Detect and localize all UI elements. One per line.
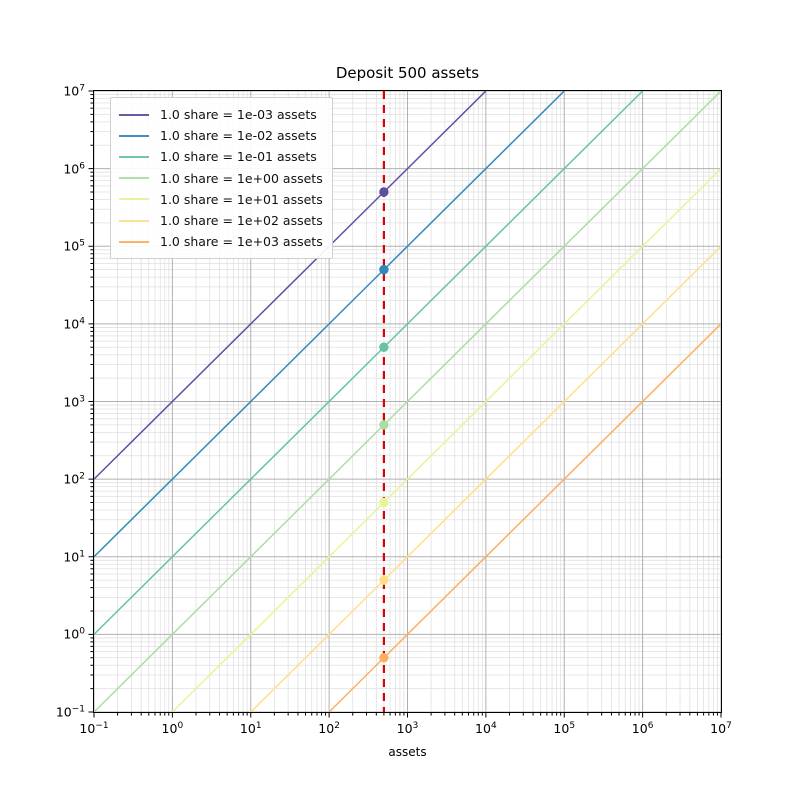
legend-label: 1.0 share = 1e+02 assets bbox=[160, 213, 323, 229]
chart-legend: 1.0 share = 1e-03 assets 1.0 share = 1e-0… bbox=[110, 97, 333, 260]
legend-color-swatch bbox=[119, 134, 149, 137]
legend-color-swatch bbox=[119, 155, 149, 158]
y-tick-label: 10−1 bbox=[55, 704, 85, 720]
series-marker bbox=[379, 420, 389, 430]
y-tick-label: 105 bbox=[63, 238, 85, 254]
x-tick-label: 100 bbox=[161, 720, 184, 736]
series-line bbox=[94, 91, 644, 635]
legend-item: 1.0 share = 1e+00 assets bbox=[119, 168, 323, 189]
series-marker bbox=[379, 187, 389, 197]
series-marker bbox=[379, 264, 389, 275]
x-tick-label: 107 bbox=[710, 720, 732, 736]
series-line bbox=[171, 168, 721, 712]
y-tick-label: 103 bbox=[63, 393, 85, 409]
y-tick-label: 107 bbox=[63, 83, 85, 99]
y-tick-label: 106 bbox=[63, 160, 85, 177]
legend-color-swatch bbox=[119, 198, 149, 201]
y-tick-label: 100 bbox=[63, 626, 85, 642]
series-line bbox=[250, 245, 721, 712]
legend-label: 1.0 share = 1e-02 assets bbox=[160, 128, 317, 144]
x-axis-label: assets bbox=[388, 745, 427, 759]
legend-color-swatch bbox=[119, 177, 149, 180]
legend-item: 1.0 share = 1e-03 assets bbox=[119, 104, 323, 125]
x-tick-label: 106 bbox=[631, 720, 654, 736]
x-tick-label: 105 bbox=[553, 720, 576, 736]
x-tick-label: 103 bbox=[396, 720, 419, 736]
series-marker bbox=[379, 497, 389, 508]
legend-item: 1.0 share = 1e+03 assets bbox=[119, 231, 323, 252]
legend-item: 1.0 share = 1e-01 assets bbox=[119, 146, 323, 167]
x-tick-label: 10−1 bbox=[79, 720, 109, 736]
legend-color-swatch bbox=[119, 113, 149, 116]
x-tick-label: 104 bbox=[475, 720, 497, 736]
legend-label: 1.0 share = 1e-01 assets bbox=[160, 149, 317, 165]
series-line bbox=[94, 91, 565, 558]
legend-color-swatch bbox=[119, 219, 149, 222]
legend-item: 1.0 share = 1e+01 assets bbox=[119, 189, 323, 210]
legend-label: 1.0 share = 1e+03 assets bbox=[160, 234, 323, 250]
plot-area bbox=[93, 90, 722, 713]
legend-label: 1.0 share = 1e-03 assets bbox=[160, 107, 317, 123]
y-tick-label: 102 bbox=[63, 471, 85, 487]
legend-label: 1.0 share = 1e+01 assets bbox=[160, 191, 323, 207]
page-title: Deposit 500 assets bbox=[335, 64, 480, 82]
legend-color-swatch bbox=[119, 240, 149, 243]
series-line bbox=[94, 91, 487, 480]
series-line bbox=[328, 323, 721, 712]
x-tick-label: 101 bbox=[239, 720, 262, 736]
legend-item: 1.0 share = 1e+02 assets bbox=[119, 210, 323, 231]
series-marker bbox=[379, 575, 389, 585]
x-tick-label: 102 bbox=[318, 720, 340, 736]
series-line bbox=[94, 91, 721, 712]
y-tick-label: 101 bbox=[63, 549, 85, 565]
legend-label: 1.0 share = 1e+00 assets bbox=[160, 170, 323, 186]
series-marker bbox=[379, 653, 389, 663]
legend-item: 1.0 share = 1e-02 assets bbox=[119, 125, 323, 146]
series-marker bbox=[379, 342, 389, 352]
y-tick-label: 104 bbox=[63, 316, 85, 332]
